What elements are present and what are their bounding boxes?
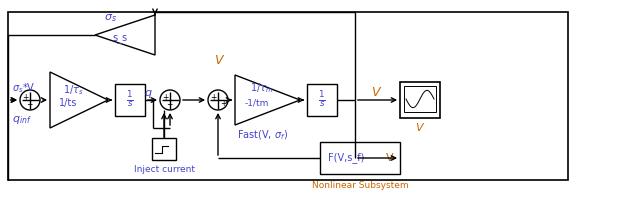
Text: $\sigma_s$: $\sigma_s$: [103, 12, 116, 24]
Bar: [152, 138, 176, 160]
Text: s_s: s_s: [113, 33, 128, 43]
Text: q: q: [144, 88, 152, 98]
Bar: [400, 82, 440, 118]
Text: $\frac{1}{s}$: $\frac{1}{s}$: [318, 90, 326, 110]
Bar: [320, 142, 400, 174]
Text: +: +: [220, 98, 226, 108]
Text: $1/\tau_m$: $1/\tau_m$: [250, 81, 274, 95]
Bar: [307, 84, 337, 116]
Text: +: +: [22, 92, 28, 101]
Text: +: +: [210, 92, 216, 101]
Bar: [115, 84, 145, 116]
Text: Nonlinear Subsystem: Nonlinear Subsystem: [312, 181, 409, 189]
Text: V: V: [214, 54, 222, 66]
Text: $\frac{1}{s}$: $\frac{1}{s}$: [126, 90, 134, 110]
Text: $1/\tau_s$: $1/\tau_s$: [63, 83, 84, 97]
Text: −: −: [26, 100, 32, 109]
Text: V: V: [415, 123, 423, 133]
Text: V: V: [386, 153, 394, 163]
Text: 1/ts: 1/ts: [59, 98, 77, 108]
Text: Inject current: Inject current: [134, 166, 194, 175]
Text: -1/tm: -1/tm: [245, 98, 269, 108]
Bar: [8, 12, 568, 180]
Text: F(V,s_f): F(V,s_f): [328, 153, 365, 163]
Text: +: +: [162, 92, 168, 101]
Text: Fast(V, $\sigma_f$): Fast(V, $\sigma_f$): [237, 128, 288, 142]
Text: V: V: [371, 86, 379, 100]
Text: −: −: [166, 100, 172, 109]
Bar: [404, 86, 436, 112]
Text: $\sigma_s$*V: $\sigma_s$*V: [12, 81, 35, 95]
Text: $q_{inf}$: $q_{inf}$: [12, 114, 32, 126]
